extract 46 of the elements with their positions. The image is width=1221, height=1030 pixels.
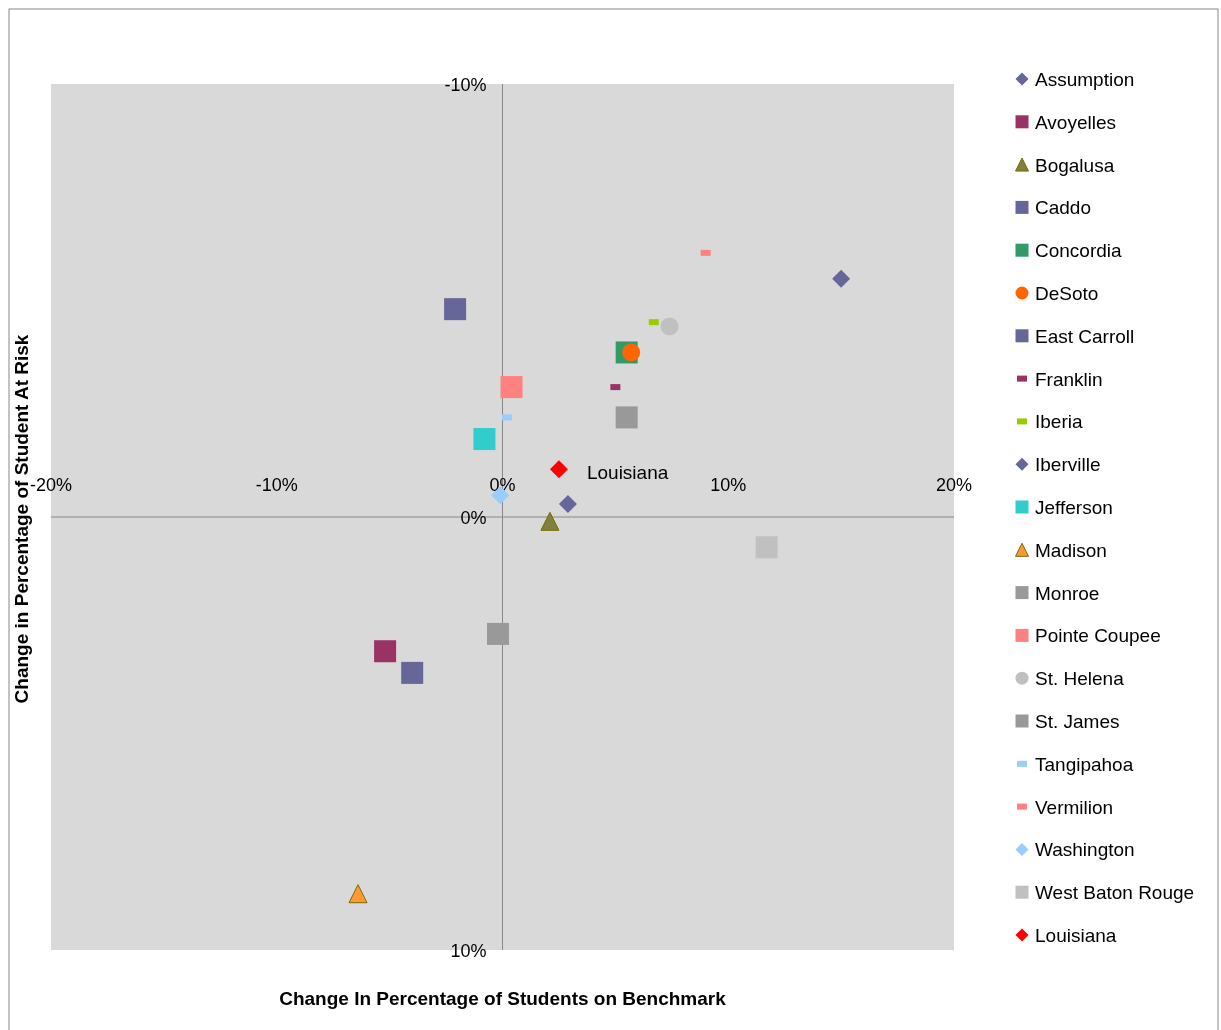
legend-label: Concordia (1035, 240, 1123, 262)
point (473, 428, 496, 451)
legend-label: Franklin (1035, 368, 1103, 390)
point (444, 298, 467, 321)
x-tick-label: -20% (29, 475, 73, 495)
point (660, 317, 679, 336)
point (401, 661, 424, 684)
legend-label: St. Helena (1035, 668, 1125, 690)
point (755, 536, 778, 559)
legend-label: Monroe (1035, 582, 1100, 604)
legend-label: Caddo (1035, 197, 1091, 219)
point (500, 376, 523, 399)
point (374, 640, 397, 663)
point (832, 269, 851, 288)
legend-label: Washington (1035, 839, 1135, 861)
point (615, 406, 638, 429)
legend-label: East Carroll (1035, 325, 1135, 347)
point (549, 460, 568, 479)
x-tick-label: -10% (255, 475, 298, 495)
legend-label: Iberville (1035, 454, 1101, 476)
legend-label: Avoyelles (1035, 111, 1116, 133)
y-tick-label: 10% (450, 941, 487, 961)
legend-label: Assumption (1035, 69, 1135, 90)
y-tick-label: -10% (444, 75, 487, 95)
legend-label: Vermilion (1035, 796, 1114, 818)
legend-label: Pointe Coupee (1035, 625, 1161, 647)
point (348, 884, 368, 904)
legend-label: DeSoto (1035, 283, 1099, 304)
x-tick-label: 10% (710, 475, 747, 495)
y-tick-label: 0% (460, 508, 487, 528)
x-axis-title: Change In Percentage of Students on Benchmark (279, 988, 727, 1009)
legend-label: West Baton Rouge (1035, 882, 1195, 904)
legend-label: Madison (1035, 539, 1107, 561)
point (622, 343, 641, 362)
point (540, 511, 560, 531)
x-tick-label: 0% (489, 475, 516, 495)
annotation: Louisiana (586, 462, 669, 484)
legend-label: Jefferson (1035, 497, 1113, 518)
x-tick-label: 20% (935, 475, 973, 495)
legend-label: Bogalusa (1035, 154, 1115, 176)
legend-label: St. James (1035, 711, 1120, 732)
legend-label: Tangipahoa (1035, 753, 1134, 775)
point (558, 495, 577, 514)
legend-label: Louisiana (1035, 925, 1117, 946)
legend-label: Iberia (1035, 411, 1083, 433)
point (486, 622, 509, 645)
